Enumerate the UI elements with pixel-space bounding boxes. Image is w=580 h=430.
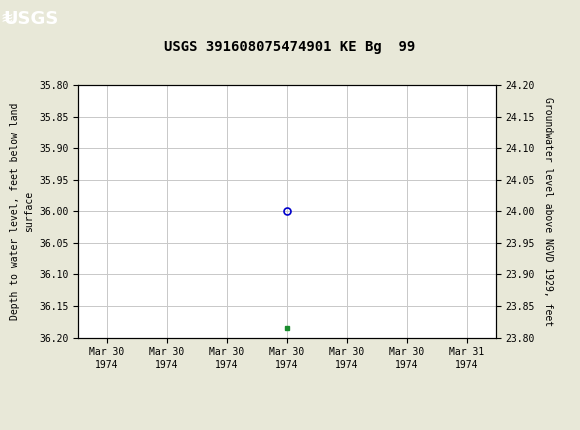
Text: USGS: USGS [3,10,58,28]
Text: USGS 391608075474901 KE Bg  99: USGS 391608075474901 KE Bg 99 [164,40,416,54]
Text: ≋: ≋ [1,11,13,26]
Y-axis label: Depth to water level, feet below land
surface: Depth to water level, feet below land su… [10,103,34,320]
Y-axis label: Groundwater level above NGVD 1929, feet: Groundwater level above NGVD 1929, feet [543,97,553,326]
